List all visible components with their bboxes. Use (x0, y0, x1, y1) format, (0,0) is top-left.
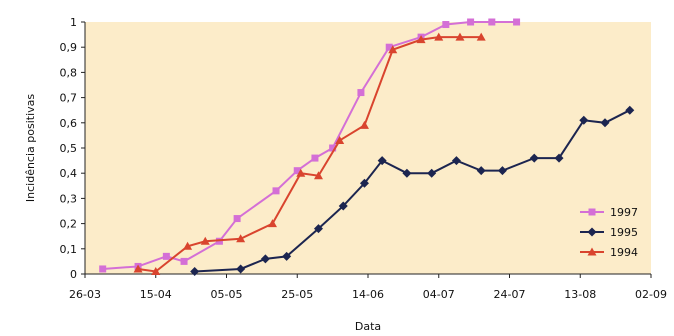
data-point-1997 (442, 21, 450, 29)
series-1995 (190, 105, 635, 276)
x-tick-label: 04-07 (423, 288, 455, 301)
plot-area (85, 22, 651, 274)
x-tick-label: 13-08 (564, 288, 596, 301)
data-point-1995 (497, 166, 507, 176)
data-point-1995 (476, 166, 486, 176)
data-point-1994 (335, 135, 345, 144)
y-tick-label: 0,2 (60, 218, 78, 231)
data-point-1995 (190, 266, 200, 276)
legend: 1997 1995 1994 (580, 206, 638, 259)
data-point-1995 (313, 224, 323, 234)
data-point-1997 (311, 154, 319, 162)
y-tick-label: 0 (70, 268, 77, 281)
y-tick-label: 1 (70, 16, 77, 29)
legend-item-1994: 1994 (580, 246, 638, 259)
data-point-1994 (313, 171, 323, 180)
data-point-1994 (416, 35, 426, 44)
legend-item-1995: 1995 (580, 226, 638, 239)
data-point-1994 (455, 32, 465, 41)
x-axis-title: Data (355, 320, 381, 333)
series-1997 (99, 18, 521, 273)
data-point-1995 (529, 153, 539, 163)
data-point-1997 (215, 237, 223, 245)
data-point-1995 (579, 115, 589, 125)
data-point-1997 (293, 167, 301, 175)
x-tick-label: 25-05 (281, 288, 313, 301)
y-tick-label: 0,4 (60, 167, 78, 180)
data-point-1994 (476, 32, 486, 41)
data-point-1997 (180, 257, 188, 265)
data-point-1997 (272, 187, 280, 195)
data-point-1997 (467, 18, 475, 26)
x-tick-label: 05-05 (211, 288, 243, 301)
legend-label: 1995 (610, 226, 638, 239)
data-point-1997 (513, 18, 521, 26)
data-point-1995 (451, 156, 461, 166)
data-point-1994 (133, 264, 143, 273)
legend-swatch-marker (587, 247, 597, 256)
x-tick-label: 02-09 (635, 288, 667, 301)
y-tick-label: 0,9 (60, 41, 78, 54)
legend-swatch-marker (587, 227, 597, 237)
series (99, 18, 635, 276)
y-tick-label: 0,8 (60, 66, 78, 79)
data-point-1997 (329, 144, 337, 152)
data-point-1997 (488, 18, 496, 26)
series-1994 (133, 32, 486, 275)
data-point-1994 (434, 32, 444, 41)
legend-label: 1997 (610, 206, 638, 219)
x-tick-label: 14-06 (352, 288, 384, 301)
data-point-1994 (236, 234, 246, 243)
data-point-1994 (388, 45, 398, 54)
data-point-1997 (385, 43, 393, 51)
data-point-1995 (427, 168, 437, 178)
data-point-1994 (267, 219, 277, 228)
data-point-1995 (260, 254, 270, 264)
data-point-1995 (625, 105, 635, 115)
axes: 0 0,1 0,2 0,3 0,4 0,5 0,6 0,7 0,8 0,9 1 26-03 15-04 0… (60, 16, 667, 301)
x-tick-label: 26-03 (69, 288, 101, 301)
legend-label: 1994 (610, 246, 638, 259)
data-point-1997 (162, 252, 170, 260)
data-point-1997 (99, 265, 107, 273)
x-tick-label: 15-04 (140, 288, 172, 301)
data-point-1994 (183, 241, 193, 250)
data-point-1995 (338, 201, 348, 211)
data-point-1995 (282, 251, 292, 261)
data-point-1994 (359, 120, 369, 129)
y-axis-title: Incidência positivas (24, 94, 37, 203)
data-point-1997 (233, 215, 241, 223)
x-tick-label: 24-07 (494, 288, 526, 301)
y-tick-label: 0,7 (60, 92, 78, 105)
data-point-1995 (359, 178, 369, 188)
data-point-1995 (236, 264, 246, 274)
data-point-1995 (402, 168, 412, 178)
legend-swatch-marker (588, 208, 596, 216)
y-tick-label: 0,5 (60, 142, 78, 155)
data-point-1995 (554, 153, 564, 163)
data-point-1994 (296, 168, 306, 177)
data-point-1997 (357, 89, 365, 97)
data-point-1995 (600, 118, 610, 128)
y-tick-label: 0,3 (60, 192, 78, 205)
y-tick-label: 0,1 (60, 243, 78, 256)
data-point-1995 (377, 156, 387, 166)
data-point-1994 (151, 266, 161, 275)
data-point-1994 (200, 236, 210, 245)
y-tick-label: 0,6 (60, 117, 78, 130)
legend-item-1997: 1997 (580, 206, 638, 219)
